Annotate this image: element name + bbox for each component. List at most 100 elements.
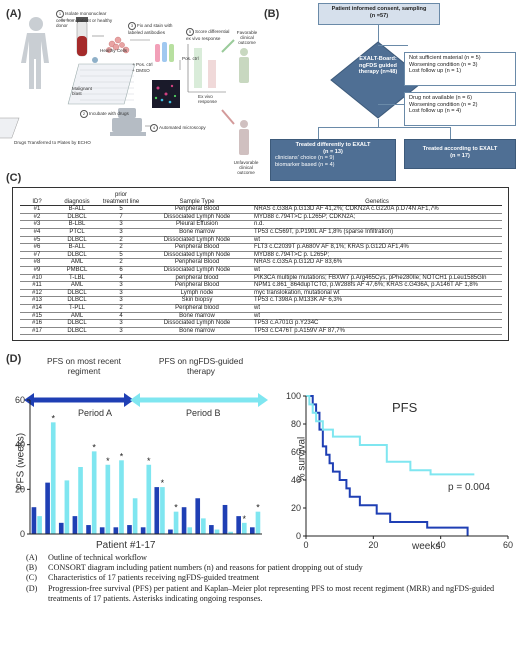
cell-prior-line: 7 (100, 213, 142, 222)
blood-tube-icon (76, 17, 88, 57)
flow-line (378, 25, 379, 43)
bar (214, 529, 220, 534)
cell-diagnosis: DLBCL (54, 327, 100, 336)
cell-prior-line: 3 (100, 281, 142, 290)
cell-sample-type: Peripheral Blood (142, 205, 252, 214)
cell-id: #9 (20, 266, 54, 275)
km-x-tick-label: 40 (436, 540, 446, 550)
step-1-number: 1 (56, 10, 64, 18)
cell-diagnosis: AML (54, 258, 100, 267)
drugs-transfer-label: Drugs Transferred to Plates by ECHO (14, 140, 91, 145)
cell-diagnosis: DLBCL (54, 251, 100, 260)
cell-prior-line: 2 (100, 304, 142, 313)
bar (58, 522, 64, 534)
cell-diagnosis: AML (54, 312, 100, 321)
ex-vivo-response-label: Ex vivo response (198, 94, 217, 104)
patient-characteristics-table: ID? diagnosis prior treatment line Sampl… (20, 192, 502, 336)
cell-sample-type: Dissociated Lymph Node (142, 236, 252, 245)
bar (91, 451, 97, 534)
unfavorable-figure-icon (239, 120, 249, 155)
unfavorable-arrow-icon (221, 109, 235, 125)
flow-line (378, 119, 379, 127)
bar (78, 467, 83, 534)
col-header-id: ID? (20, 192, 54, 207)
ongoing-asterisk: * (51, 413, 55, 423)
bar (50, 422, 56, 534)
km-ylabel: % survival (296, 436, 308, 483)
col-header-genetics: Genetics (252, 192, 502, 207)
cell-genetics: FLT3 c.C2039T p.A680V AF 8,1%; KRAS p.G1… (252, 243, 502, 252)
ongoing-asterisk: * (120, 451, 124, 461)
bar (45, 482, 50, 534)
table-row: #5 DLBCL 2 Dissociated Lymph Node wt (20, 236, 502, 245)
ongoing-asterisk: * (243, 514, 247, 524)
cell-sample-type: Dissociated Lymph Node (142, 266, 252, 275)
period-a-arrow-head-right (124, 393, 134, 407)
y-tick-label: 20 (15, 484, 25, 494)
cell-sample-type: peripheral blood (142, 274, 252, 283)
pos-ctrl-axis-label: Pos. ctrl (182, 56, 199, 61)
cell-id: #4 (20, 228, 54, 237)
km-series-line (306, 395, 475, 476)
antibody-tubes-icon (155, 42, 174, 62)
cell-diagnosis: B-ALL (54, 243, 100, 252)
flow-line (318, 127, 319, 139)
step-1: 1 Isolate mononuclear cells from patient … (56, 10, 116, 28)
bar (209, 525, 214, 534)
bar (86, 525, 91, 534)
legend-key: (C) (26, 573, 37, 583)
cell-id: #14 (20, 304, 54, 313)
cell-id: #5 (20, 236, 54, 245)
cell-genetics: MYD88 c.794T>C p.L265P; CDKN2A; (252, 213, 502, 222)
step-3-number: 3 (128, 22, 136, 30)
flow-line (318, 127, 450, 128)
flow-line (378, 45, 408, 46)
table-row: #12 DLBCL 3 Lymph node myc translokation, mu… (20, 289, 502, 298)
ongoing-asterisk: * (174, 503, 178, 513)
cell-genetics: TP53 c.A701G p.Y234C (252, 319, 502, 328)
table-frame (12, 187, 509, 341)
exclusion-2-item: Drug not available (n = 6) (409, 95, 472, 101)
bar (236, 516, 241, 534)
cell-prior-line: 3 (100, 296, 142, 305)
cell-diagnosis: PMBCL (54, 266, 100, 275)
dmso-label: + DMSO (132, 68, 150, 73)
legend-key: (D) (26, 583, 38, 593)
step-2-number: 2 (80, 110, 88, 118)
km-x-tick-label: 20 (368, 540, 378, 550)
step-5-number: 5 (186, 28, 194, 36)
bar (228, 531, 233, 534)
km-y-tick-label: 0 (296, 531, 301, 541)
step-4-number: 4 (150, 124, 158, 132)
cell-id: #12 (20, 289, 54, 298)
panel-a-label: (A) (6, 8, 22, 20)
bar (195, 498, 201, 534)
cell-sample-type: Bone marrow (142, 228, 252, 237)
table-row: #15 AML 4 Bone marrow wt (20, 312, 502, 321)
bar (201, 518, 206, 534)
step-5-text: Score differential ex vivo response (186, 29, 230, 41)
microscope-icon (110, 108, 146, 136)
unfavorable-label: Unfavorable clinical outcome (233, 160, 259, 175)
treated-differently-title: Treated differently to EXALT (295, 142, 371, 148)
table-row: #16 DLBCL 3 Dissociated Lymph Node TP53 c.A7… (20, 319, 502, 328)
ongoing-asterisk: * (147, 456, 151, 466)
step-4-text: Automated microscopy (159, 125, 206, 130)
table-row: #1 B-ALL 5 Peripheral Blood NRAS c.G38A p.G1… (20, 205, 502, 214)
cell-id: #8 (20, 258, 54, 267)
bar (113, 527, 119, 534)
bar (173, 511, 179, 534)
cell-prior-line: 3 (100, 220, 142, 229)
step-3-text: Fix and stain with labeled antibodies (128, 23, 173, 35)
ongoing-asterisk: * (161, 478, 165, 488)
table-row: #13 DLBCL 3 Skin biopsy TP53 c.T398A p.M133K… (20, 296, 502, 305)
treated-according-title: Treated according to EXALT (422, 146, 498, 152)
exclusion-2-item: Lost follow up (n = 4) (409, 108, 462, 115)
table-row: #8 AML 2 Peripheral Blood NRAS c.G35A p.G12D… (20, 258, 502, 267)
period-b-label: Period B (186, 408, 221, 418)
cell-prior-line: 2 (100, 236, 142, 245)
y-tick-label: 40 (15, 440, 25, 450)
cell-sample-type: Lymph node (142, 289, 252, 298)
bar (72, 516, 78, 534)
bar (241, 522, 247, 534)
